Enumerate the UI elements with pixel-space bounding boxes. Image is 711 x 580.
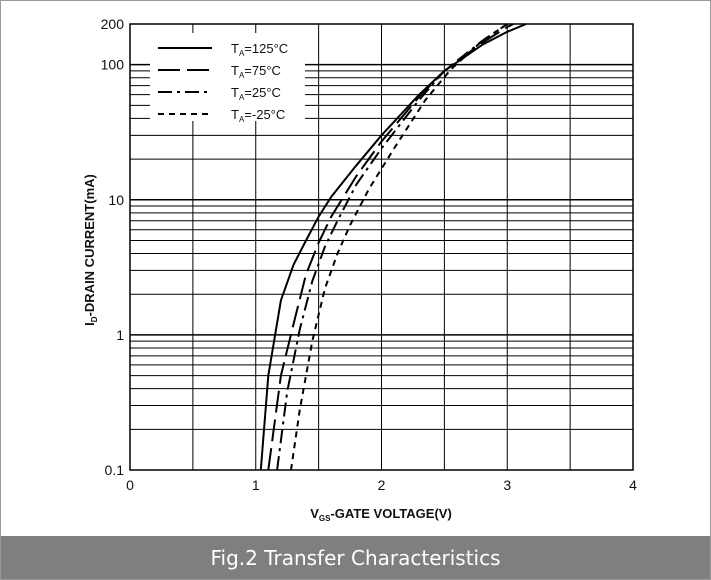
- legend-label: TA=75°C: [231, 63, 281, 80]
- x-tick-label: 3: [503, 477, 511, 493]
- grid-lines: [130, 24, 633, 470]
- y-tick-label: 0.1: [105, 462, 125, 478]
- x-axis-label: VGS-GATE VOLTAGE(V): [310, 506, 452, 523]
- series-line: [267, 23, 514, 471]
- x-tick-label: 4: [629, 477, 637, 493]
- figure-caption: Fig.2 Transfer Characteristics: [1, 536, 710, 579]
- x-tick-label: 1: [252, 477, 260, 493]
- x-tick-label: 0: [126, 477, 134, 493]
- legend-label: TA=125°C: [231, 41, 288, 58]
- y-tick-label: 1: [116, 327, 124, 343]
- y-tick-label: 100: [101, 57, 125, 73]
- legend: TA=125°C TA=75°C TA=25°C TA=-25°C: [158, 41, 288, 124]
- x-tick-label: 2: [378, 477, 386, 493]
- y-tick-label: 10: [108, 192, 124, 208]
- y-tick-label: 200: [101, 16, 125, 32]
- y-axis-label: ID-DRAIN CURRENT(mA): [82, 174, 99, 326]
- legend-label: TA=-25°C: [231, 107, 285, 124]
- data-series: [259, 23, 527, 471]
- legend-label: TA=25°C: [231, 85, 281, 102]
- series-line: [290, 23, 508, 471]
- tick-labels: 0 1 2 3 4 0.1 1 10 100 200: [101, 16, 637, 493]
- transfer-characteristics-chart: 0 1 2 3 4 0.1 1 10 100 200 TA=125°C TA=75°C TA=25°C…: [82, 16, 637, 523]
- series-line: [259, 23, 527, 471]
- series-line: [276, 23, 508, 471]
- plot-border: [129, 23, 634, 471]
